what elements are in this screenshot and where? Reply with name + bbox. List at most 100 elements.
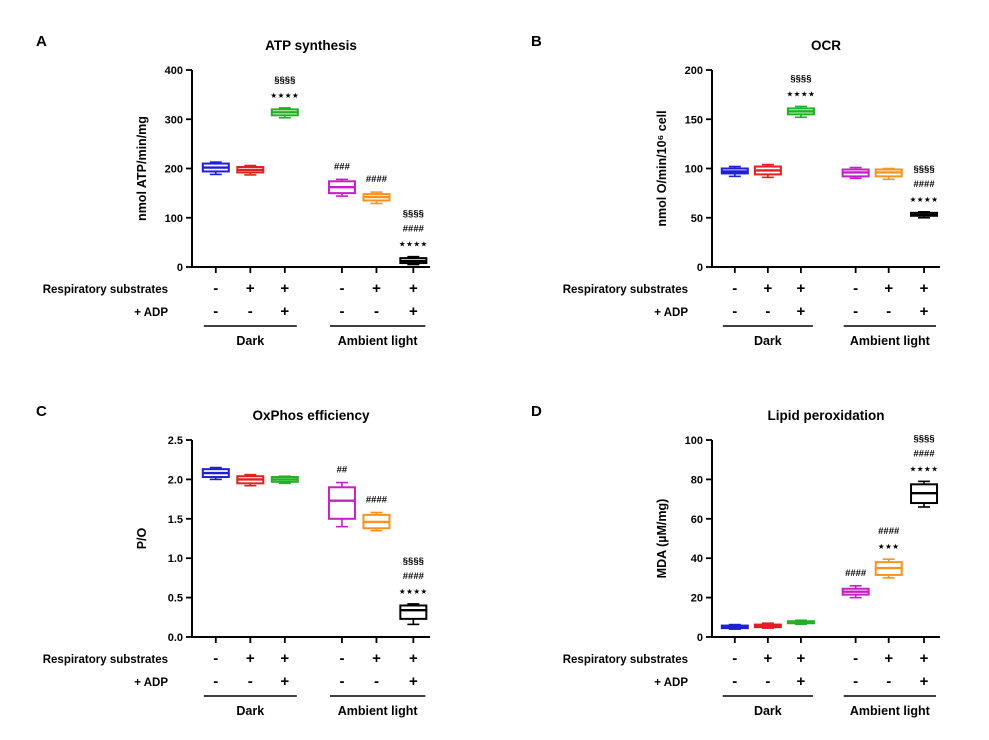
condition-sign: - <box>248 303 253 320</box>
group-label: Ambient light <box>850 704 931 718</box>
condition-sign: - <box>732 673 737 690</box>
condition-sign: + <box>280 673 289 690</box>
condition-sign: - <box>732 303 737 320</box>
condition-sign: - <box>853 280 858 297</box>
significance-annotation: ★★★★ <box>910 195 939 204</box>
boxplot-series-4: #### <box>362 494 391 532</box>
significance-annotation: #### <box>878 526 900 537</box>
condition-sign: + <box>246 650 255 667</box>
boxplot-series-5: ★★★★ #### §§§§ <box>910 164 939 219</box>
panel-letter: A <box>36 33 47 50</box>
y-tick-label: 80 <box>691 474 703 486</box>
group-label: Ambient light <box>850 334 931 348</box>
y-tick-label: 60 <box>691 514 703 526</box>
significance-annotation: ## <box>337 465 348 476</box>
group-label: Dark <box>754 334 782 348</box>
significance-annotation: §§§§ <box>403 556 424 567</box>
y-tick-label: 0 <box>697 262 703 274</box>
boxplot-series-4: ★★★ #### <box>874 526 903 579</box>
boxplot-series-1 <box>753 622 782 629</box>
box-rect <box>327 486 356 520</box>
y-tick-label: 0.0 <box>168 632 183 644</box>
condition-sign: + <box>280 303 289 320</box>
condition-sign: + <box>920 303 929 320</box>
condition-row-label: + ADP <box>654 307 688 319</box>
panel-letter: B <box>531 33 542 50</box>
y-axis-label: P/O <box>135 527 149 549</box>
condition-sign: - <box>213 303 218 320</box>
boxplot-series-5: ★★★★ #### §§§§ <box>399 209 428 266</box>
boxplot-series-5: ★★★★ #### §§§§ <box>399 556 428 626</box>
condition-sign: + <box>372 280 381 297</box>
y-tick-label: 0 <box>177 262 183 274</box>
condition-sign: - <box>732 280 737 297</box>
y-tick-label: 50 <box>691 213 703 225</box>
panel-oxphos-efficiency: C OxPhos efficiency P/O 0.0 0.5 1.0 1.5 2.0 2… <box>0 370 494 740</box>
condition-sign: + <box>409 303 418 320</box>
condition-sign: + <box>372 650 381 667</box>
significance-annotation: #### <box>913 179 935 190</box>
boxplot-series-0 <box>201 466 230 481</box>
condition-sign: - <box>853 303 858 320</box>
y-axis-label: nmol O/min/10⁶ cell <box>655 110 669 226</box>
boxplot-series-0 <box>720 165 749 178</box>
condition-sign: - <box>339 673 344 690</box>
condition-sign: - <box>339 303 344 320</box>
y-tick-label: 0 <box>697 632 703 644</box>
boxplot-series-0 <box>201 161 230 176</box>
y-axis-label: MDA (µM/mg) <box>655 499 669 579</box>
significance-annotation: §§§§ <box>913 164 934 175</box>
panel-atp-synthesis: A ATP synthesis nmol ATP/min/mg 0 100 200 3… <box>0 0 494 370</box>
condition-sign: - <box>765 673 770 690</box>
significance-annotation: §§§§ <box>913 433 934 444</box>
boxplot-series-3: #### <box>841 568 870 599</box>
boxplot-series-0 <box>720 623 749 630</box>
significance-annotation: #### <box>913 448 935 459</box>
condition-sign: - <box>732 650 737 667</box>
group-label: Dark <box>236 334 264 348</box>
boxplot-series-1 <box>236 164 265 176</box>
boxplot-series-1 <box>753 163 782 179</box>
significance-annotation: ★★★★ <box>399 240 428 249</box>
condition-sign: + <box>280 280 289 297</box>
condition-sign: - <box>248 673 253 690</box>
y-tick-label: 0.5 <box>168 593 183 605</box>
condition-sign: + <box>797 673 806 690</box>
condition-sign: + <box>797 280 806 297</box>
y-tick-label: 100 <box>165 213 183 225</box>
y-axis-label: nmol ATP/min/mg <box>135 116 149 221</box>
significance-annotation: ★★★★ <box>910 464 939 473</box>
significance-annotation: ★★★★ <box>399 587 428 596</box>
condition-sign: + <box>920 280 929 297</box>
plot-area: 0 20 40 60 80 100 #### ★★★ #### ★★★★ #### §§§§ Respi… <box>563 433 940 718</box>
significance-annotation: #### <box>366 494 388 505</box>
condition-sign: + <box>246 280 255 297</box>
y-tick-label: 150 <box>685 114 703 126</box>
significance-annotation: #### <box>403 224 425 235</box>
boxplot-series-2: ★★★★ §§§§ <box>270 75 299 119</box>
condition-sign: - <box>339 280 344 297</box>
plot-area: 0.00.51.01.52.02.5######★★★★####§§§§Resp… <box>43 435 430 718</box>
significance-annotation: ### <box>334 161 351 172</box>
y-tick-label: 100 <box>685 164 703 176</box>
y-tick-label: 40 <box>691 553 703 565</box>
significance-annotation: #### <box>403 571 425 582</box>
panel-ocr: B OCR nmol O/min/10⁶ cell 0 50 100 150 200 ★★… <box>495 0 989 370</box>
significance-annotation: ★★★★ <box>270 91 299 100</box>
y-tick-label: 100 <box>685 435 703 447</box>
y-tick-label: 1.5 <box>168 514 183 526</box>
condition-row-label: Respiratory substrates <box>563 284 688 296</box>
boxplot-series-3: ### <box>327 161 356 197</box>
condition-sign: - <box>339 650 344 667</box>
group-label: Dark <box>236 704 264 718</box>
condition-sign: + <box>920 650 929 667</box>
y-tick-label: 2.0 <box>168 474 183 486</box>
group-label: Ambient light <box>338 704 419 718</box>
plot-area: 0100200300400★★★★§§§§#######★★★★####§§§§… <box>43 65 430 348</box>
condition-sign: + <box>763 650 772 667</box>
significance-annotation: §§§§ <box>274 75 295 86</box>
plot-area: 0 50 100 150 200 ★★★★ §§§§ ★★★★ #### §§§§ Respirat… <box>563 65 940 348</box>
condition-sign: + <box>409 673 418 690</box>
condition-sign: + <box>884 280 893 297</box>
